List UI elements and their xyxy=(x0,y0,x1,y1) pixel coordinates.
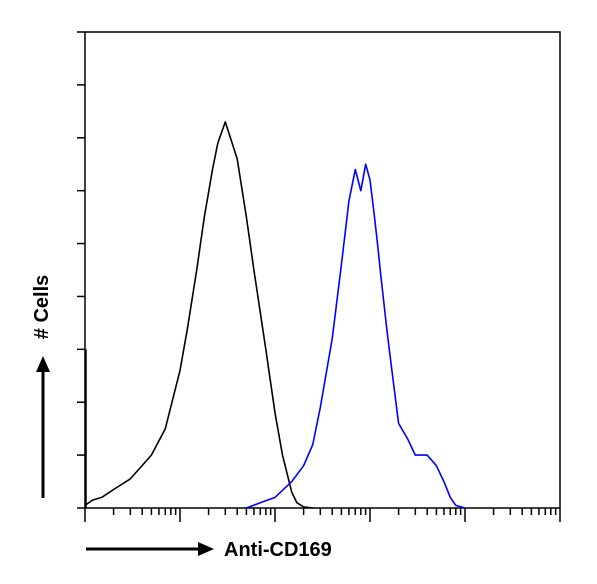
series-layer xyxy=(84,121,466,509)
series-line-1 xyxy=(84,121,313,509)
series-line-2 xyxy=(246,163,466,509)
plot-frame xyxy=(84,31,561,509)
x-axis-label: Anti-CD169 xyxy=(224,539,332,561)
y-axis-ticks xyxy=(77,31,85,509)
x-axis-ticks xyxy=(84,508,561,522)
x-axis-arrow xyxy=(86,542,214,556)
y-axis-label: # Cells xyxy=(31,275,53,339)
y-axis-arrow xyxy=(36,356,50,498)
